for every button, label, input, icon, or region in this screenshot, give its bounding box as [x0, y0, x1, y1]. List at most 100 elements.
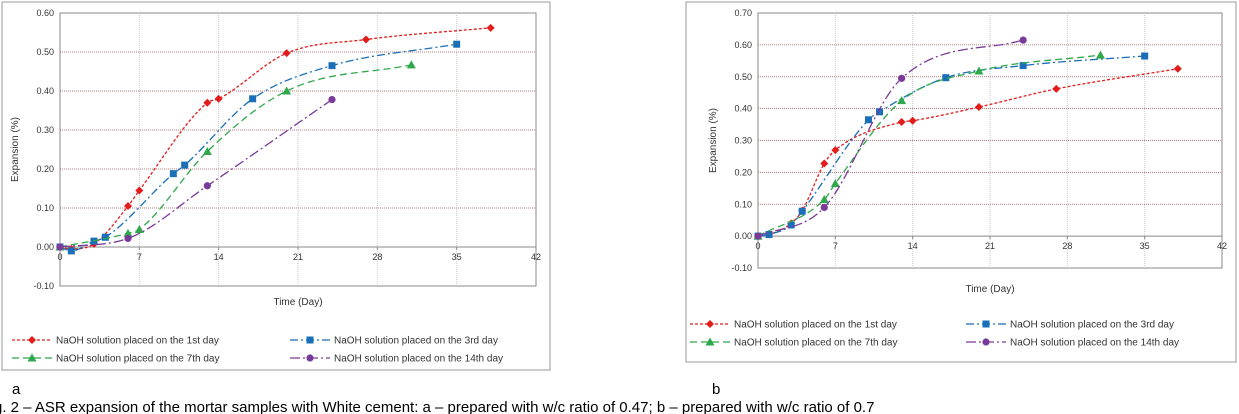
- chart-frame: [1, 1, 551, 371]
- legend-label: NaOH solution placed on the 3rd day: [1010, 320, 1174, 331]
- legend-label: NaOH solution placed on the 7th day: [734, 338, 897, 349]
- data-point: [1019, 36, 1027, 44]
- y-tick-label: 0.30: [36, 125, 54, 135]
- chart-a: -0.10 0.00 0.10 0.20 0.30 0.40 0.50 0.60 0 7 14 21 2…: [1, 1, 551, 398]
- series-line-1: [59, 27, 491, 250]
- chart-frame: [685, 1, 1237, 363]
- data-point: [362, 35, 370, 44]
- data-point: [486, 23, 495, 32]
- data-point: [124, 202, 132, 211]
- figure-caption: g. 2 – ASR expansion of the mortar sampl…: [0, 399, 874, 414]
- data-point: [203, 182, 211, 190]
- x-tick-label: 28: [1062, 241, 1072, 251]
- data-point: [798, 207, 806, 215]
- legend-marker: [982, 338, 990, 346]
- data-point: [897, 118, 906, 127]
- y-tick-label: 0.50: [36, 47, 54, 57]
- x-tick-label: 35: [1140, 241, 1150, 251]
- data-point: [942, 74, 950, 82]
- legend-label: NaOH solution placed on the 14th day: [334, 354, 503, 365]
- x-tick-label: 42: [531, 252, 541, 262]
- legend-marker: [982, 320, 990, 328]
- series-line-4: [59, 99, 333, 248]
- x-tick-label: 21: [985, 241, 995, 251]
- data-point: [202, 146, 212, 155]
- legend-marker: [306, 354, 314, 362]
- panel-label: b: [712, 381, 720, 398]
- y-tick-label: 0.40: [36, 86, 54, 96]
- data-point: [214, 94, 223, 103]
- legend-label: NaOH solution placed on the 7th day: [56, 354, 219, 365]
- y-tick-label: -0.10: [731, 263, 752, 273]
- data-point: [787, 221, 795, 229]
- legend-label: NaOH solution placed on the 1st day: [56, 336, 219, 347]
- x-axis-title: Time (Day): [273, 297, 322, 308]
- data-point: [1019, 62, 1027, 70]
- x-tick-label: 28: [372, 252, 382, 262]
- legend-marker: [306, 336, 314, 344]
- panel-label: a: [12, 381, 21, 398]
- x-tick-label: 0: [755, 241, 760, 251]
- y-axis-title: Expansion (%): [10, 117, 21, 182]
- y-tick-label: 0.20: [36, 164, 54, 174]
- legend-marker: [27, 353, 37, 362]
- y-tick-label: 0.40: [734, 104, 752, 114]
- y-tick-label: 0.60: [734, 40, 752, 50]
- data-point: [249, 95, 257, 103]
- series-line-4: [757, 39, 1024, 237]
- x-tick-label: 35: [452, 252, 462, 262]
- data-point: [754, 232, 762, 240]
- data-point: [864, 116, 872, 124]
- data-point: [820, 159, 829, 168]
- y-tick-label: 0.60: [36, 8, 54, 18]
- data-point: [819, 194, 829, 203]
- data-point: [282, 86, 292, 95]
- x-tick-label: 7: [137, 252, 142, 262]
- data-point: [67, 247, 75, 255]
- x-tick-label: 7: [833, 241, 838, 251]
- data-point: [765, 231, 773, 239]
- data-point: [831, 146, 840, 155]
- data-point: [1141, 52, 1149, 60]
- legend-label: NaOH solution placed on the 14th day: [1010, 338, 1179, 349]
- data-point: [1052, 84, 1061, 93]
- y-tick-label: 0.50: [734, 72, 752, 82]
- y-tick-label: -0.10: [33, 281, 54, 291]
- data-point: [830, 179, 840, 188]
- y-tick-label: 0.30: [734, 136, 752, 146]
- chart-b: -0.10 0.00 0.10 0.20 0.30 0.40 0.50 0.60 0.70 0 7 1…: [685, 1, 1237, 398]
- data-point: [908, 116, 917, 125]
- y-tick-label: 0.70: [734, 8, 752, 18]
- data-point: [124, 234, 132, 243]
- data-point: [328, 62, 336, 70]
- series-line-3: [757, 54, 1101, 237]
- data-point: [203, 98, 212, 107]
- y-tick-label: 0.00: [36, 242, 54, 252]
- y-tick-label: 0.00: [734, 231, 752, 241]
- y-axis-title: Expansion (%): [708, 108, 719, 173]
- data-point: [406, 60, 416, 69]
- data-point: [169, 170, 177, 178]
- data-point: [56, 243, 64, 251]
- data-point: [1095, 50, 1105, 59]
- data-point: [101, 233, 109, 241]
- legend-marker: [705, 337, 715, 346]
- data-point: [453, 40, 461, 48]
- x-tick-label: 14: [908, 241, 918, 251]
- data-point: [135, 186, 144, 195]
- y-tick-label: 0.10: [36, 203, 54, 213]
- data-point: [876, 108, 884, 116]
- y-tick-label: 0.10: [734, 199, 752, 209]
- data-point: [1173, 64, 1182, 73]
- data-point: [134, 224, 144, 233]
- data-point: [328, 95, 336, 104]
- x-axis-title: Time (Day): [965, 284, 1014, 295]
- data-point: [898, 74, 906, 82]
- data-point: [282, 49, 291, 58]
- legend-label: NaOH solution placed on the 1st day: [734, 320, 897, 331]
- data-point: [181, 161, 189, 169]
- data-point: [123, 228, 133, 237]
- x-tick-label: 42: [1217, 241, 1227, 251]
- x-tick-label: 0: [57, 252, 62, 262]
